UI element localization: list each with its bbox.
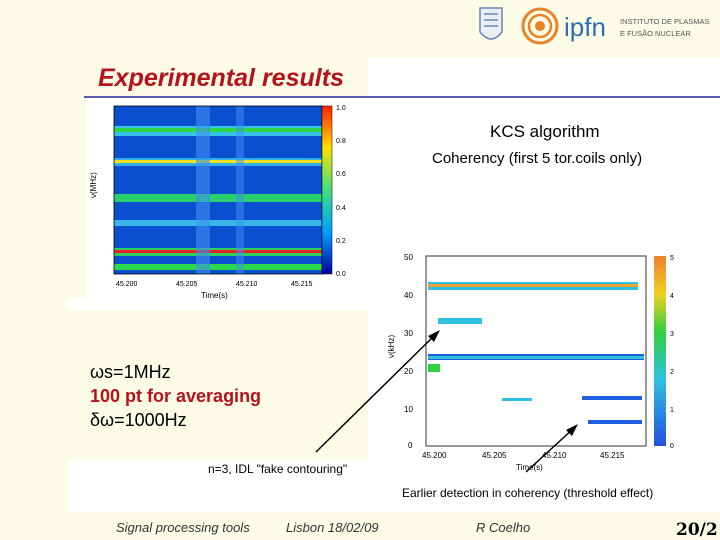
spectrogram-band <box>114 160 322 163</box>
detection-note: Earlier detection in coherency (threshol… <box>402 486 654 500</box>
coherency-trace <box>502 398 532 401</box>
coherency-trace <box>438 318 482 324</box>
cbar2-tick: 5 <box>670 255 674 262</box>
cbar1-tick: 0.8 <box>336 138 346 145</box>
plot2-ytick: 50 <box>404 253 413 262</box>
cbar2-tick: 2 <box>670 369 674 376</box>
cbar2-tick: 0 <box>670 443 674 450</box>
cbar1-tick: 0.6 <box>336 171 346 178</box>
spectrogram-band <box>114 250 322 253</box>
background-left-band <box>0 0 68 540</box>
coherency-trace <box>582 396 642 400</box>
footer-author: R Coelho <box>476 520 531 535</box>
ipfn-logo-line2: E FUSÃO NUCLEAR <box>620 29 691 38</box>
footer-bar <box>0 512 720 540</box>
spectrogram-colorbar <box>321 105 333 275</box>
title-underline <box>84 96 720 98</box>
plot2-ylabel: ν(kHz) <box>387 335 396 358</box>
plot2-xtick: 45.210 <box>542 451 567 460</box>
ipfn-logo: ipfn INSTITUTO DE PLASMAS E FUSÃO NUCLEA… <box>521 7 709 45</box>
averaging-param: 100 pt for averaging <box>90 386 262 406</box>
plot2-xtick: 45.205 <box>482 451 507 460</box>
cbar1-tick: 0.4 <box>336 205 346 212</box>
coherency-trace <box>428 364 440 372</box>
plot2-ytick: 40 <box>404 291 413 300</box>
cbar2-tick: 1 <box>670 407 674 414</box>
coherency-plot: 5 4 3 2 1 0 50 40 30 20 10 0 ν(kHz) 45.2… <box>382 246 682 474</box>
coherency-trace <box>428 284 638 287</box>
plot1-xtick: 45.215 <box>291 281 313 288</box>
algorithm-label: KCS algorithm <box>490 122 600 141</box>
cbar1-tick: 0.2 <box>336 238 346 245</box>
cbar2-tick: 4 <box>670 293 674 300</box>
plot1-xtick: 45.205 <box>176 281 198 288</box>
spectrogram-plot: 1.0 0.8 0.6 0.4 0.2 0.0 ν(MHz) 45.200 45… <box>86 98 382 308</box>
university-shield-logo <box>479 7 503 40</box>
cbar1-tick: 0.0 <box>336 271 346 278</box>
cbar2-tick: 3 <box>670 331 674 338</box>
footer-topic: Signal processing tools <box>116 520 250 535</box>
plot2-ytick: 0 <box>408 441 413 450</box>
resolution-param: δω=1000Hz <box>90 410 187 430</box>
contour-note: n=3, IDL "fake contouring" <box>208 462 348 476</box>
spectrogram-streak <box>196 106 210 274</box>
plot1-xlabel: Time(s) <box>201 291 228 300</box>
coherency-label: Coherency (first 5 tor.coils only) <box>432 150 643 167</box>
plot2-ytick: 20 <box>404 367 413 376</box>
ipfn-logo-line1: INSTITUTO DE PLASMAS <box>620 17 709 26</box>
footer-venue: Lisbon 18/02/09 <box>286 520 379 535</box>
spectrogram-band <box>114 264 322 270</box>
plot2-xlabel: Time(s) <box>516 463 543 472</box>
plot1-xtick: 45.200 <box>116 281 138 288</box>
plot2-ytick: 30 <box>404 329 413 338</box>
background-lower-panel <box>68 310 368 460</box>
plot1-xtick: 45.210 <box>236 281 258 288</box>
plot1-ylabel: ν(MHz) <box>89 172 98 198</box>
spectrogram-band <box>114 220 322 226</box>
coherency-trace <box>588 420 642 424</box>
coherency-colorbar <box>654 256 666 446</box>
spectrogram-band <box>114 128 322 132</box>
page-number: 20/2 <box>676 520 718 540</box>
plot2-xtick: 45.215 <box>600 451 625 460</box>
spectrogram-band <box>114 194 322 202</box>
spectrogram-streak <box>236 106 244 274</box>
background-top-band <box>68 0 720 58</box>
slide-title: Experimental results <box>98 64 344 92</box>
cbar1-tick: 1.0 <box>336 105 346 112</box>
coherency-trace <box>428 356 644 359</box>
sampling-param: ωs=1MHz <box>90 362 171 382</box>
plot2-ytick: 10 <box>404 405 413 414</box>
ipfn-logo-text: ipfn <box>564 12 606 42</box>
plot2-xtick: 45.200 <box>422 451 447 460</box>
